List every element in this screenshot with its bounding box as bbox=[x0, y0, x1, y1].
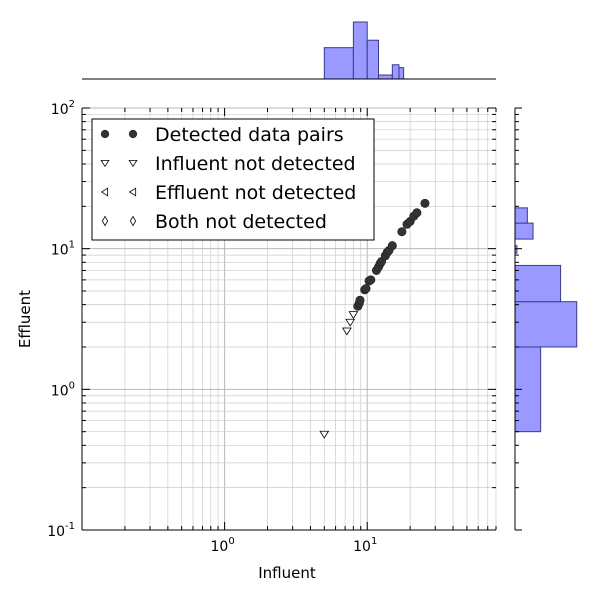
top-histogram-bar bbox=[352, 21, 368, 80]
data-point bbox=[366, 275, 376, 285]
y-axis-title: Effluent bbox=[16, 290, 34, 348]
x-axis-title: Influent bbox=[258, 564, 316, 582]
data-point bbox=[341, 327, 352, 336]
legend-box bbox=[91, 118, 375, 241]
top-histogram-bar bbox=[378, 74, 393, 80]
data-point bbox=[348, 311, 359, 320]
data-point bbox=[412, 208, 422, 218]
right-histogram-bar bbox=[514, 264, 562, 303]
right-histogram-bar bbox=[514, 301, 578, 348]
y-tick-label: 102 bbox=[51, 99, 75, 118]
top-histogram-bar bbox=[398, 67, 405, 80]
top-histogram bbox=[82, 21, 496, 80]
right-histogram-bars bbox=[514, 207, 578, 433]
legend-items: Detected data pairs Influent not detected… bbox=[100, 124, 356, 233]
legend-label: Effluent not detected bbox=[155, 182, 356, 204]
legend-label: Influent not detected bbox=[155, 153, 356, 175]
y-tick-label: 10-1 bbox=[47, 521, 75, 540]
top-histogram-bar bbox=[323, 47, 354, 80]
data-point bbox=[319, 430, 330, 439]
legend-marker bbox=[128, 159, 138, 168]
right-histogram-bar bbox=[514, 222, 534, 240]
legend-marker bbox=[100, 159, 110, 168]
right-histogram bbox=[514, 107, 578, 531]
data-point bbox=[420, 198, 430, 208]
data-point bbox=[345, 318, 356, 327]
legend-label: Detected data pairs bbox=[155, 124, 344, 146]
legend: Detected data pairs Influent not detected… bbox=[91, 118, 375, 241]
right-histogram-bar bbox=[514, 207, 528, 224]
data-point bbox=[397, 227, 407, 237]
legend-label: Both not detected bbox=[155, 211, 327, 233]
data-points bbox=[319, 198, 430, 439]
scatter-plot: 100 101 10-1 100 101 102 Detected data pairs… bbox=[16, 99, 497, 582]
axis-ticks bbox=[81, 107, 497, 531]
top-histogram-bar bbox=[366, 39, 380, 80]
legend-marker bbox=[129, 215, 137, 227]
top-histogram-bars bbox=[323, 21, 405, 80]
y-tick-label: 100 bbox=[51, 380, 75, 399]
legend-marker bbox=[100, 129, 110, 139]
legend-marker bbox=[128, 187, 137, 197]
legend-marker bbox=[101, 215, 109, 227]
legend-marker bbox=[100, 187, 109, 197]
right-histogram-ticks bbox=[515, 107, 522, 531]
x-tick-label: 100 bbox=[211, 536, 235, 555]
data-point bbox=[355, 295, 365, 305]
right-histogram-bar bbox=[514, 346, 542, 433]
data-point bbox=[361, 284, 371, 294]
axis-spines bbox=[81, 108, 496, 531]
legend-marker bbox=[128, 129, 138, 139]
x-tick-labels: 100 101 bbox=[211, 536, 378, 555]
y-tick-label: 101 bbox=[51, 240, 75, 259]
data-point bbox=[387, 241, 397, 251]
y-tick-labels: 10-1 100 101 102 bbox=[47, 99, 75, 540]
top-histogram-bar bbox=[391, 64, 400, 80]
x-tick-label: 101 bbox=[353, 536, 377, 555]
